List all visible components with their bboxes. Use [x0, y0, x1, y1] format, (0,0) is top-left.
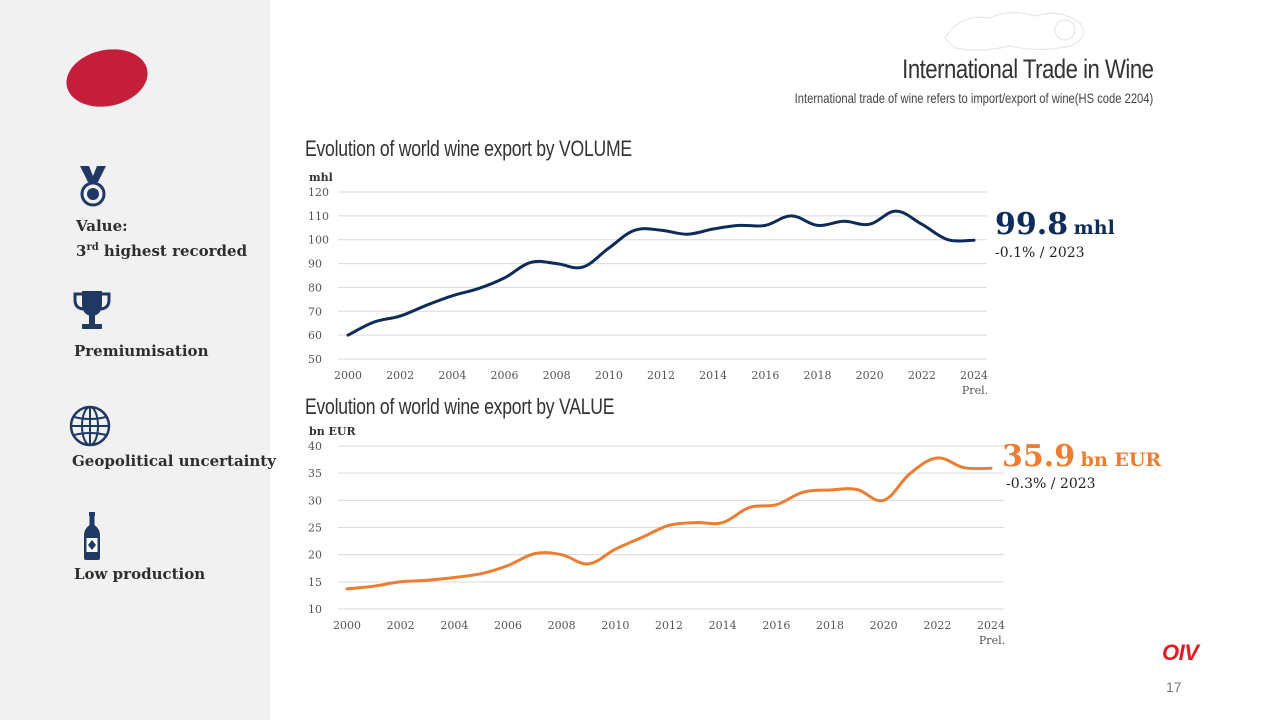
volume-headline: 99.8 mhl [995, 207, 1115, 242]
value-xtick-label: 2020 [870, 619, 898, 632]
volume-xtick-note: Prel. [962, 384, 988, 397]
value-ytick-label: 15 [308, 576, 322, 589]
trophy-icon [73, 291, 111, 329]
value-xtick-label: 2024 [977, 619, 1005, 632]
volume-chart: 50 60 70 80 90 100 110 120 mhl 2000 2002 2004 2006 20… [308, 171, 988, 397]
value-xtick-label: 2010 [601, 619, 629, 632]
value-ytick-label: 40 [308, 440, 322, 453]
volume-ytick-label: 90 [308, 258, 322, 271]
value-ytick-label: 10 [308, 603, 322, 616]
volume-headline-unit: mhl [1073, 217, 1115, 239]
volume-ytick-label: 120 [308, 186, 329, 199]
volume-xtick-label: 2008 [543, 369, 571, 382]
wine-bottle-icon [84, 512, 100, 560]
value-xtick-label: 2008 [548, 619, 576, 632]
value-xtick-label: 2000 [333, 619, 361, 632]
volume-xtick-label: 2002 [386, 369, 414, 382]
sidebar-label-geopolitical: Geopolitical uncertainty [72, 452, 276, 470]
value-series-line [345, 456, 993, 591]
volume-ytick-label: 100 [308, 234, 329, 247]
volume-xtick-label: 2006 [491, 369, 519, 382]
page-subtitle: International trade of wine refers to im… [794, 90, 1153, 106]
value-ytick-label: 30 [308, 494, 322, 507]
volume-change: -0.1% / 2023 [995, 245, 1085, 261]
volume-xtick-label: 2012 [647, 369, 675, 382]
value-xtick-label: 2006 [494, 619, 522, 632]
volume-xtick-label: 2010 [595, 369, 623, 382]
value-change: -0.3% / 2023 [1006, 476, 1096, 492]
volume-headline-value: 99.8 [995, 207, 1069, 242]
volume-ytick-label: 80 [308, 281, 322, 294]
value-headline-unit: bn EUR [1080, 449, 1162, 471]
volume-ytick-label: 110 [308, 210, 329, 223]
value-xtick-note: Prel. [979, 634, 1005, 647]
sidebar-label-production: Low production [74, 565, 206, 583]
value-xtick-label: 2016 [762, 619, 790, 632]
value-chart: 10 15 20 25 30 35 40 bn EUR 2000 2002 2004 2006 2008… [308, 425, 1005, 647]
value-xtick-label: 2012 [655, 619, 683, 632]
value-xtick-label: 2022 [923, 619, 951, 632]
medal-icon [80, 166, 106, 207]
sidebar: Value: 3rd highest recorded Premiumisati… [0, 0, 276, 720]
volume-xtick-label: 2014 [699, 369, 727, 382]
volume-xtick-label: 2020 [856, 369, 884, 382]
volume-xtick-label: 2024 [960, 369, 988, 382]
volume-ylabel: mhl [309, 171, 333, 184]
oiv-logo: OIV [1162, 640, 1199, 665]
volume-xtick-label: 2018 [804, 369, 832, 382]
page-title: International Trade in Wine [901, 54, 1154, 84]
brand-blob-logo [61, 42, 153, 114]
watermark-sketch [944, 11, 1084, 51]
sidebar-label-premiumisation: Premiumisation [74, 342, 209, 360]
value-ylabel: bn EUR [309, 425, 356, 438]
volume-chart-title: Evolution of world wine export by VOLUME [305, 136, 632, 161]
value-headline: 35.9 bn EUR [1002, 439, 1161, 474]
volume-series-line [346, 209, 976, 337]
volume-ytick-label: 50 [308, 353, 322, 366]
volume-xtick-label: 2000 [334, 369, 362, 382]
volume-xtick-label: 2016 [751, 369, 779, 382]
volume-ytick-label: 60 [308, 329, 322, 342]
volume-ytick-label: 70 [308, 305, 322, 318]
value-ytick-label: 35 [308, 467, 322, 480]
sidebar-label-value: Value: 3rd highest recorded [76, 217, 248, 260]
globe-icon [69, 405, 111, 447]
value-ytick-label: 25 [308, 522, 322, 535]
page-number: 17 [1166, 679, 1182, 695]
value-xtick-label: 2004 [440, 619, 468, 632]
volume-xtick-label: 2004 [438, 369, 466, 382]
value-xtick-label: 2018 [816, 619, 844, 632]
value-headline-value: 35.9 [1002, 439, 1076, 474]
value-chart-title: Evolution of world wine export by VALUE [305, 394, 615, 419]
value-xtick-label: 2002 [387, 619, 415, 632]
volume-xtick-label: 2022 [908, 369, 936, 382]
value-xtick-label: 2014 [709, 619, 737, 632]
value-ytick-label: 20 [308, 549, 322, 562]
